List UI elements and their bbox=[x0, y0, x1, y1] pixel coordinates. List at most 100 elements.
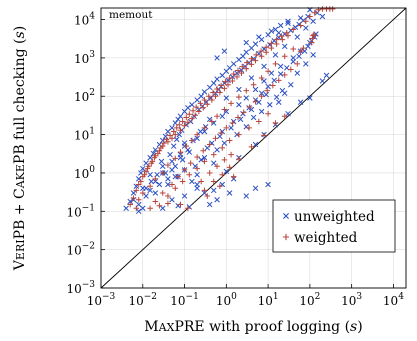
legend-label-unweighted: unweighted bbox=[294, 209, 375, 225]
data-point bbox=[261, 132, 267, 139]
data-point bbox=[214, 163, 220, 169]
data-point bbox=[169, 158, 175, 165]
data-point bbox=[167, 151, 173, 158]
data-point bbox=[252, 41, 259, 47]
data-point bbox=[248, 75, 255, 81]
y-tick-label: 10−3 bbox=[66, 280, 95, 296]
data-point bbox=[288, 66, 294, 73]
data-point bbox=[209, 118, 215, 125]
data-point bbox=[240, 109, 247, 116]
data-point bbox=[219, 145, 226, 151]
data-point bbox=[140, 165, 146, 172]
data-point bbox=[165, 181, 171, 188]
data-point bbox=[133, 187, 140, 194]
data-point bbox=[265, 110, 271, 117]
x-tick-label: 10−2 bbox=[128, 292, 157, 308]
data-point bbox=[152, 190, 159, 196]
data-point bbox=[151, 154, 158, 161]
data-point bbox=[161, 140, 167, 146]
data-point bbox=[236, 86, 242, 93]
data-point bbox=[163, 136, 170, 143]
data-point bbox=[296, 53, 302, 60]
data-point bbox=[258, 108, 265, 115]
y-tick-label: 101 bbox=[74, 127, 95, 143]
data-point bbox=[146, 163, 152, 169]
data-point bbox=[243, 124, 250, 130]
data-point bbox=[281, 113, 288, 120]
data-point bbox=[165, 176, 171, 182]
data-point bbox=[200, 147, 207, 154]
data-point bbox=[205, 93, 212, 100]
data-point bbox=[181, 193, 188, 199]
data-point bbox=[162, 133, 169, 140]
data-point bbox=[206, 84, 213, 91]
data-point bbox=[279, 36, 286, 43]
data-point bbox=[271, 77, 277, 84]
data-point bbox=[290, 46, 297, 52]
data-point bbox=[223, 125, 230, 131]
data-point bbox=[297, 99, 304, 105]
data-point bbox=[135, 196, 142, 203]
data-point bbox=[221, 48, 228, 54]
data-point bbox=[167, 132, 173, 139]
data-point bbox=[225, 81, 231, 88]
data-point bbox=[252, 141, 259, 148]
data-point bbox=[186, 111, 193, 118]
data-point bbox=[253, 52, 260, 58]
data-point bbox=[181, 167, 188, 173]
data-point bbox=[201, 158, 208, 165]
series-weighted bbox=[127, 6, 336, 212]
y-tick-label: 104 bbox=[74, 12, 95, 28]
data-point bbox=[147, 187, 153, 194]
data-point bbox=[271, 37, 277, 44]
data-point bbox=[288, 81, 294, 88]
data-point bbox=[228, 100, 234, 107]
data-point bbox=[264, 87, 270, 94]
data-point bbox=[272, 61, 279, 67]
data-point bbox=[305, 43, 311, 50]
data-point bbox=[300, 17, 307, 24]
data-point bbox=[212, 135, 219, 142]
data-point bbox=[221, 106, 228, 113]
data-point bbox=[201, 125, 208, 131]
data-point bbox=[307, 13, 313, 20]
data-point bbox=[189, 137, 195, 144]
data-point bbox=[219, 171, 226, 178]
data-point bbox=[229, 120, 236, 126]
x-tick-label: 100 bbox=[216, 292, 237, 308]
data-point bbox=[169, 181, 175, 188]
data-point bbox=[210, 89, 216, 96]
data-point bbox=[236, 131, 242, 138]
data-point bbox=[155, 150, 161, 157]
data-point bbox=[236, 102, 242, 108]
data-point bbox=[256, 34, 262, 40]
data-point bbox=[201, 89, 208, 95]
data-point bbox=[144, 165, 151, 172]
data-point bbox=[148, 160, 155, 166]
x-tick-label: 10−3 bbox=[87, 292, 116, 308]
data-point bbox=[206, 170, 213, 176]
data-point bbox=[246, 105, 252, 111]
data-point bbox=[297, 22, 304, 29]
data-point bbox=[243, 193, 250, 199]
data-point bbox=[285, 20, 291, 27]
data-point bbox=[189, 178, 195, 185]
data-point bbox=[201, 128, 208, 135]
data-point bbox=[281, 43, 288, 50]
data-point bbox=[250, 114, 257, 121]
data-point bbox=[223, 95, 230, 101]
data-point bbox=[152, 176, 159, 182]
x-tick-label: 104 bbox=[383, 292, 404, 308]
y-tick-label: 102 bbox=[74, 88, 95, 104]
reference-diagonal-line bbox=[100, 7, 407, 289]
data-point bbox=[236, 94, 242, 100]
data-point bbox=[294, 34, 301, 40]
data-point bbox=[159, 163, 166, 169]
data-point bbox=[147, 154, 153, 161]
data-point bbox=[135, 208, 142, 215]
data-point bbox=[159, 205, 166, 212]
data-point bbox=[172, 163, 179, 169]
data-point bbox=[221, 85, 228, 92]
data-point bbox=[179, 118, 186, 125]
